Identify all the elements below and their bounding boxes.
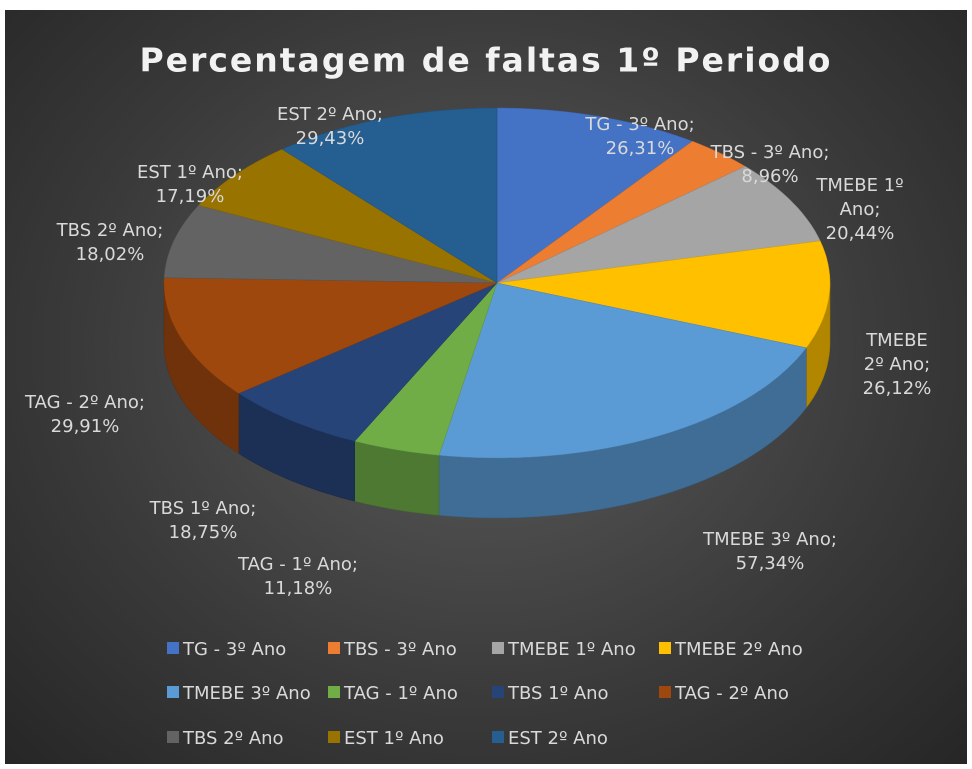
legend-swatch: [167, 686, 179, 698]
legend-label: EST 1º Ano: [344, 728, 444, 749]
legend-label: TMEBE 3º Ano: [183, 683, 311, 704]
legend-label: TBS 2º Ano: [183, 728, 284, 749]
slice: [496, 141, 746, 284]
legend-item: TAG - 2º Ano: [659, 683, 789, 704]
legend-item: TMEBE 1º Ano: [492, 639, 636, 660]
legend-item: EST 1º Ano: [328, 728, 444, 749]
legend-swatch: [167, 731, 179, 743]
legend-label: TMEBE 2º Ano: [675, 639, 803, 660]
slice: [163, 205, 498, 284]
legend-item: TBS 2º Ano: [167, 728, 284, 749]
legend-swatch: [659, 686, 671, 698]
legend-swatch: [167, 642, 179, 654]
legend-item: TMEBE 2º Ano: [659, 639, 803, 660]
legend-swatch: [328, 686, 340, 698]
legend-label: TG - 3º Ano: [183, 639, 287, 660]
legend-item: TMEBE 3º Ano: [167, 683, 311, 704]
data-label: TG - 3º Ano; 26,31%: [585, 114, 695, 159]
legend-swatch: [328, 642, 340, 654]
legend-item: TG - 3º Ano: [167, 639, 286, 660]
legend-item: EST 2º Ano: [492, 728, 608, 749]
legend-item: TAG - 1º Ano: [328, 683, 458, 704]
legend-label: EST 2º Ano: [508, 728, 608, 749]
legend-label: TMEBE 1º Ano: [508, 639, 636, 660]
legend-swatch: [492, 731, 504, 743]
data-label: TAG - 1º Ano; 11,18%: [238, 554, 358, 599]
slice: [198, 149, 498, 284]
data-label: EST 1º Ano; 17,19%: [137, 162, 243, 207]
legend-swatch: [659, 642, 671, 654]
data-label: TMEBE 1º Ano; 20,44%: [816, 175, 904, 244]
legend-label: TAG - 2º Ano: [675, 683, 789, 704]
slice: [438, 282, 807, 459]
chart-svg: Percentagem de faltas 1º Periodo: [140, 41, 833, 519]
slice: [354, 282, 498, 456]
legend-label: TBS 1º Ano: [508, 683, 609, 704]
data-label: EST 2º Ano; 29,43%: [277, 104, 383, 149]
slice: [496, 240, 831, 349]
data-label: TBS 1º Ano; 18,75%: [149, 498, 257, 543]
data-label: TMEBE 2º Ano; 26,12%: [862, 330, 932, 399]
slice: [163, 277, 498, 394]
slice: [281, 107, 498, 284]
legend-swatch: [328, 731, 340, 743]
data-label: TAG - 2º Ano; 29,91%: [25, 392, 145, 437]
data-label: TBS 2º Ano; 18,02%: [56, 220, 164, 265]
legend-item: TBS - 3º Ano: [328, 639, 457, 660]
chart: Percentagem de faltas 1º Periodo TG - 3º…: [5, 10, 967, 764]
legend-swatch: [492, 686, 504, 698]
data-label: TBS - 3º Ano; 8,96%: [710, 142, 830, 187]
legend-item: TBS 1º Ano: [492, 683, 609, 704]
data-label: TMEBE 3º Ano; 57,34%: [703, 529, 837, 574]
legend-label: TAG - 1º Ano: [344, 683, 458, 704]
slice: [238, 282, 498, 442]
slice: [496, 107, 693, 284]
chart-title: Percentagem de faltas 1º Periodo: [140, 41, 833, 80]
slice: [496, 166, 821, 284]
legend-label: TBS - 3º Ano: [344, 639, 457, 660]
legend-swatch: [492, 642, 504, 654]
